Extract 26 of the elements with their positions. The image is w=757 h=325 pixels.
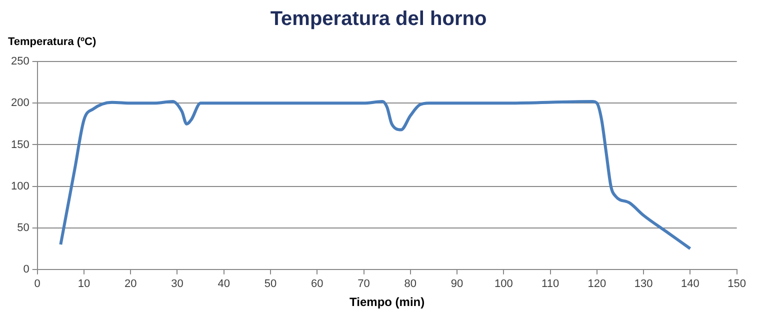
x-tick-label: 130 <box>634 278 653 290</box>
y-tick-label: 200 <box>10 97 30 110</box>
x-tick-label: 0 <box>34 278 40 290</box>
x-tick-label: 100 <box>494 278 513 290</box>
x-tick-label: 140 <box>681 278 700 290</box>
y-axis-title: Temperatura (ºC) <box>8 36 98 50</box>
x-tick-label: 60 <box>311 278 324 290</box>
line-series <box>59 100 692 250</box>
x-tick-label: 10 <box>78 278 90 290</box>
x-tick-label: 120 <box>588 278 606 290</box>
y-tick-label: 0 <box>23 263 30 276</box>
x-tick-label: 40 <box>218 278 230 290</box>
y-tick-label: 150 <box>10 138 30 151</box>
y-tick-label: 100 <box>10 180 30 192</box>
x-tick-label: 150 <box>728 278 746 290</box>
x-tick-label: 90 <box>450 278 464 290</box>
x-tick-label: 80 <box>404 278 417 290</box>
y-tick-label: 250 <box>10 56 30 68</box>
chart-title: Temperatura del horno <box>269 8 488 32</box>
y-tick-label: 50 <box>17 222 30 234</box>
x-tick-label: 30 <box>171 278 184 290</box>
x-tick-label: 70 <box>358 278 370 290</box>
x-tick-label: 20 <box>124 278 137 290</box>
x-tick-label: 110 <box>542 278 560 290</box>
x-axis-title: Tiempo (min) <box>350 295 425 310</box>
x-tick-label: 50 <box>264 278 277 290</box>
